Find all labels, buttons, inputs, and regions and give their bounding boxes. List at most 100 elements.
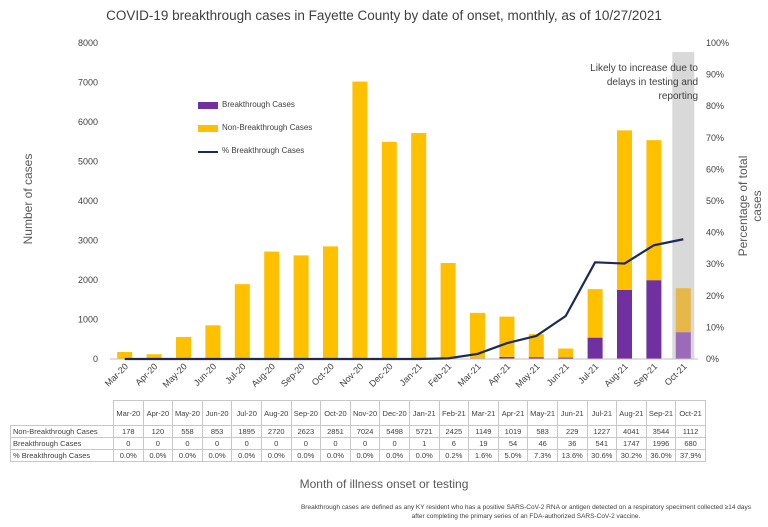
- legend-label-non-breakthrough: Non-Breakthrough Cases: [222, 123, 313, 132]
- table-cell: 1: [408, 437, 440, 450]
- table-month-header: Mar-20: [113, 400, 144, 426]
- legend-line-percent: [198, 151, 218, 153]
- table-cell: 4041: [616, 425, 647, 438]
- table-cell: 120: [142, 425, 174, 438]
- table-cell: 36: [556, 437, 588, 450]
- y-tick-label-right: 10%: [706, 322, 724, 332]
- y-tick-label-left: 5000: [78, 157, 98, 167]
- table-cell: 558: [172, 425, 203, 438]
- table-cell: 0.2%: [438, 449, 470, 462]
- table-cell: 0.0%: [231, 449, 262, 462]
- x-tick-label: May-20: [161, 361, 189, 389]
- bar-non-breakthrough: [470, 312, 485, 359]
- bar-non-breakthrough: [264, 251, 280, 359]
- x-tick-label: Aug-21: [602, 361, 630, 389]
- table-cell: 0: [290, 437, 322, 450]
- y-tick-label-left: 2000: [78, 275, 98, 285]
- bar-breakthrough: [499, 356, 515, 359]
- table-cell: 0: [201, 437, 233, 450]
- table-cell: 178: [113, 425, 144, 438]
- bar-non-breakthrough: [646, 140, 662, 281]
- table-month-header: Apr-20: [142, 400, 174, 426]
- x-tick-label: Dec-20: [367, 361, 395, 389]
- table-month-header: Jul-21: [586, 400, 618, 426]
- table-cell: 30.6%: [586, 449, 618, 462]
- bar-non-breakthrough: [587, 289, 603, 338]
- line-percent-breakthrough: [124, 238, 684, 361]
- chart-plot: 0 1000 2000 3000 4000 5000 6000 7000 8000 0% 10% 20…: [78, 38, 729, 390]
- table-month-header: Aug-21: [616, 400, 647, 426]
- table-cell: 0: [379, 437, 410, 450]
- x-tick-label: Jun-20: [192, 361, 219, 388]
- table-month-header: Nov-20: [349, 400, 381, 426]
- legend-label-breakthrough: Breakthrough Cases: [222, 100, 295, 109]
- table-month-header: Feb-21: [438, 400, 470, 426]
- table-cell: 583: [527, 425, 558, 438]
- table-cell: 0: [172, 437, 203, 450]
- y-axis-label-right: Percentage of total cases: [736, 155, 764, 257]
- y-tick-label-right: 0%: [706, 354, 719, 364]
- table-cell: 37.9%: [675, 449, 706, 462]
- bar-non-breakthrough: [205, 325, 221, 359]
- bar-non-breakthrough: [352, 81, 368, 359]
- table-cell: 1019: [497, 425, 529, 438]
- table-cell: 2851: [320, 425, 351, 438]
- y-tick-label-left: 8000: [78, 38, 98, 48]
- table-cell: 0: [142, 437, 174, 450]
- x-tick-label: Oct-21: [663, 361, 689, 387]
- x-tick-label: Jun-21: [545, 361, 572, 388]
- bar-non-breakthrough: [411, 132, 427, 359]
- table-cell: 0: [260, 437, 292, 450]
- y-tick-label-right: 50%: [706, 196, 724, 206]
- y-tick-label-left: 7000: [78, 78, 98, 88]
- x-tick-label: Apr-21: [486, 361, 512, 387]
- bar-breakthrough: [617, 289, 632, 359]
- table-month-header: May-20: [172, 400, 203, 426]
- x-tick-label: Apr-20: [133, 361, 159, 387]
- table-cell: 229: [556, 425, 588, 438]
- table-cell: 0.0%: [320, 449, 351, 462]
- table-month-header: Oct-21: [675, 400, 706, 426]
- x-tick-label: Oct-20: [310, 361, 336, 387]
- table-header-row: Mar-20 Apr-20 May-20 Jun-20 Jul-20 Aug-20 Sep-…: [10, 400, 706, 426]
- table-month-header: Sep-20: [290, 400, 322, 426]
- y-tick-label-right: 20%: [706, 291, 724, 301]
- bar-non-breakthrough: [499, 316, 515, 357]
- x-tick-label: Nov-20: [338, 361, 366, 389]
- x-tick-label: Mar-21: [456, 361, 483, 388]
- table-cell: 5721: [408, 425, 440, 438]
- table-cell: 853: [201, 425, 233, 438]
- table-cell: 541: [586, 437, 618, 450]
- table-cell: 1996: [645, 437, 677, 450]
- x-tick-label: Sep-20: [279, 361, 307, 389]
- bar-non-breakthrough: [440, 262, 456, 359]
- table-cell: 1227: [586, 425, 618, 438]
- table-cell: 2623: [290, 425, 322, 438]
- table-cell: 0.0%: [113, 449, 144, 462]
- bar-non-breakthrough: [675, 288, 691, 333]
- footnote: Breakthrough cases are defined as any KY…: [300, 504, 752, 520]
- bar-breakthrough: [646, 280, 662, 359]
- table-cell: 0: [231, 437, 262, 450]
- table-row: Breakthrough Cases 0 0 0 0 0 0 0 0 0 0 1 6 19 54 46 36 54…: [10, 437, 706, 450]
- table-row-label: % Breakthrough Cases: [10, 449, 114, 462]
- table-row-label: Breakthrough Cases: [10, 437, 114, 450]
- x-tick-label: Jul-20: [223, 361, 247, 385]
- table-cell: 5498: [379, 425, 410, 438]
- x-tick-label: Sep-21: [632, 361, 660, 389]
- x-tick-label: Jan-21: [398, 361, 425, 388]
- y-axis-label-left: Number of cases: [21, 153, 35, 245]
- table-row-label: Non-Breakthrough Cases: [10, 425, 114, 438]
- table-month-header: Dec-20: [379, 400, 410, 426]
- table-cell: 2720: [260, 425, 292, 438]
- bar-breakthrough: [528, 357, 544, 359]
- y-tick-label-right: 90%: [706, 70, 724, 80]
- table-cell: 0.0%: [260, 449, 292, 462]
- table-cell: 3544: [645, 425, 677, 438]
- bar-breakthrough: [587, 337, 603, 359]
- table-cell: 0.0%: [142, 449, 174, 462]
- table-cell: 0.0%: [408, 449, 440, 462]
- bar-non-breakthrough: [146, 354, 162, 359]
- table-cell: 7024: [349, 425, 381, 438]
- table-cell: 30.2%: [616, 449, 647, 462]
